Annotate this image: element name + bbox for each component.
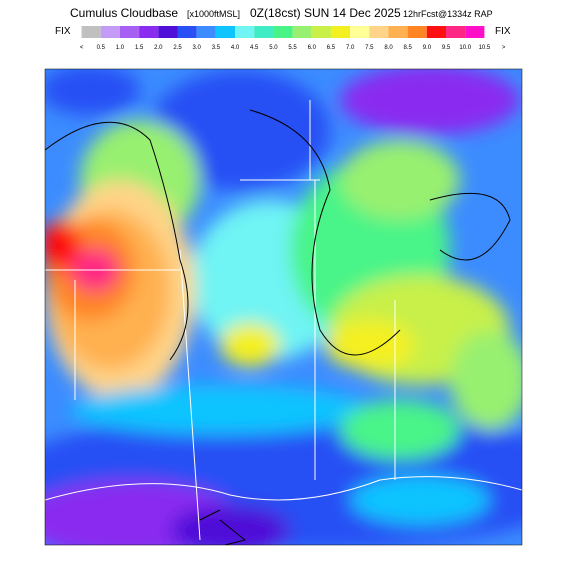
- legend-swatch: [446, 26, 466, 38]
- legend-swatch: [465, 26, 485, 38]
- legend-swatch: [254, 26, 274, 38]
- map: [45, 69, 522, 545]
- legend-label: 7.5: [365, 45, 374, 51]
- legend-label: 8.0: [384, 45, 393, 51]
- legend-label: 2.5: [173, 45, 182, 51]
- legend-label: 1.0: [116, 45, 125, 51]
- legend-label: 7.0: [346, 45, 355, 51]
- legend-swatch: [369, 26, 389, 38]
- legend-label: <: [80, 45, 84, 51]
- valid-time: 0Z(18cst) SUN 14 Dec 2025: [250, 6, 401, 20]
- forecast-info: 12hrFcst@1334z RAP: [403, 9, 493, 19]
- legend-label: 9.5: [442, 45, 451, 51]
- legend-swatch: [119, 26, 140, 38]
- legend-swatch: [330, 26, 351, 38]
- legend-label: 6.0: [308, 45, 317, 51]
- legend-swatch: [158, 26, 178, 38]
- legend-label: 10.0: [459, 45, 471, 51]
- legend-swatch: [100, 26, 120, 38]
- color-legend: <0.5 1.0 1.5 2.0 2.5 3.0 3.5 4.0 4.5 5.0 5.5 6.0 6.5…: [80, 26, 506, 51]
- legend-swatch: [350, 26, 370, 38]
- map-frame: [44, 68, 523, 546]
- legend-label: 3.5: [212, 45, 221, 51]
- legend-label: 3.0: [193, 45, 202, 51]
- legend-swatch: [426, 26, 447, 38]
- title: Cumulus Cloudbase: [70, 6, 178, 20]
- legend-label: 0.5: [97, 45, 106, 51]
- legend-label: 6.5: [327, 45, 336, 51]
- legend-swatch: [388, 26, 408, 38]
- legend-label: 5.0: [269, 45, 278, 51]
- legend-swatch: [235, 26, 255, 38]
- legend-label: 2.0: [154, 45, 163, 51]
- legend-label: 4.5: [250, 45, 259, 51]
- legend-swatch: [139, 26, 159, 38]
- legend-label: 10.5: [479, 45, 491, 51]
- legend-swatch: [273, 26, 293, 38]
- legend-label: 4.0: [231, 45, 240, 51]
- legend-swatch: [407, 26, 427, 38]
- legend-swatch: [196, 26, 216, 38]
- legend-label: >: [502, 45, 506, 51]
- legend-left-label: FIX: [55, 26, 71, 37]
- legend-label: 1.5: [135, 45, 144, 51]
- legend-right-label: FIX: [495, 26, 511, 37]
- units: [x1000ftMSL]: [187, 9, 240, 19]
- legend-label: 8.5: [404, 45, 413, 51]
- legend-swatch: [81, 26, 101, 38]
- legend-swatch: [311, 26, 331, 38]
- legend-swatch: [215, 26, 236, 38]
- legend-label: 5.5: [288, 45, 297, 51]
- legend-label: 9.0: [423, 45, 432, 51]
- legend-swatch: [292, 26, 312, 38]
- legend-swatch: [177, 26, 197, 38]
